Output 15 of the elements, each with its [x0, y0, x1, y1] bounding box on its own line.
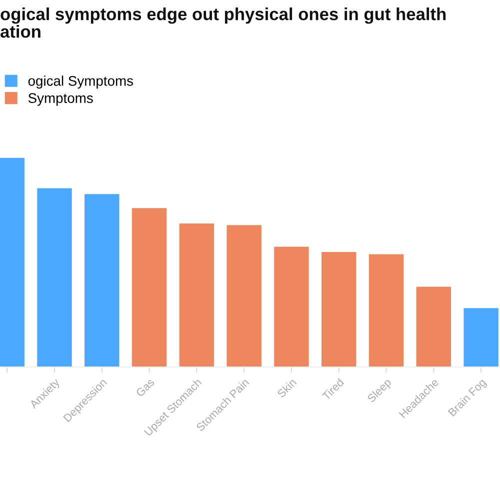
legend-label: Symptoms: [28, 93, 93, 106]
x-tick-label: Skin: [276, 378, 297, 398]
bar: [36, 187, 73, 367]
legend-label: ogical Symptoms: [28, 76, 134, 89]
bar: [368, 253, 404, 367]
chart-title: ogical symptoms edge out physical ones in gut health ation: [0, 8, 446, 38]
bar: [84, 193, 120, 367]
bar: [320, 251, 358, 367]
bar: [415, 286, 452, 367]
bar: [462, 307, 500, 367]
bar: [178, 222, 215, 367]
bar: [131, 207, 168, 367]
bar: [226, 224, 262, 367]
bar: [273, 246, 310, 367]
x-tick-label: Gas: [135, 378, 155, 398]
